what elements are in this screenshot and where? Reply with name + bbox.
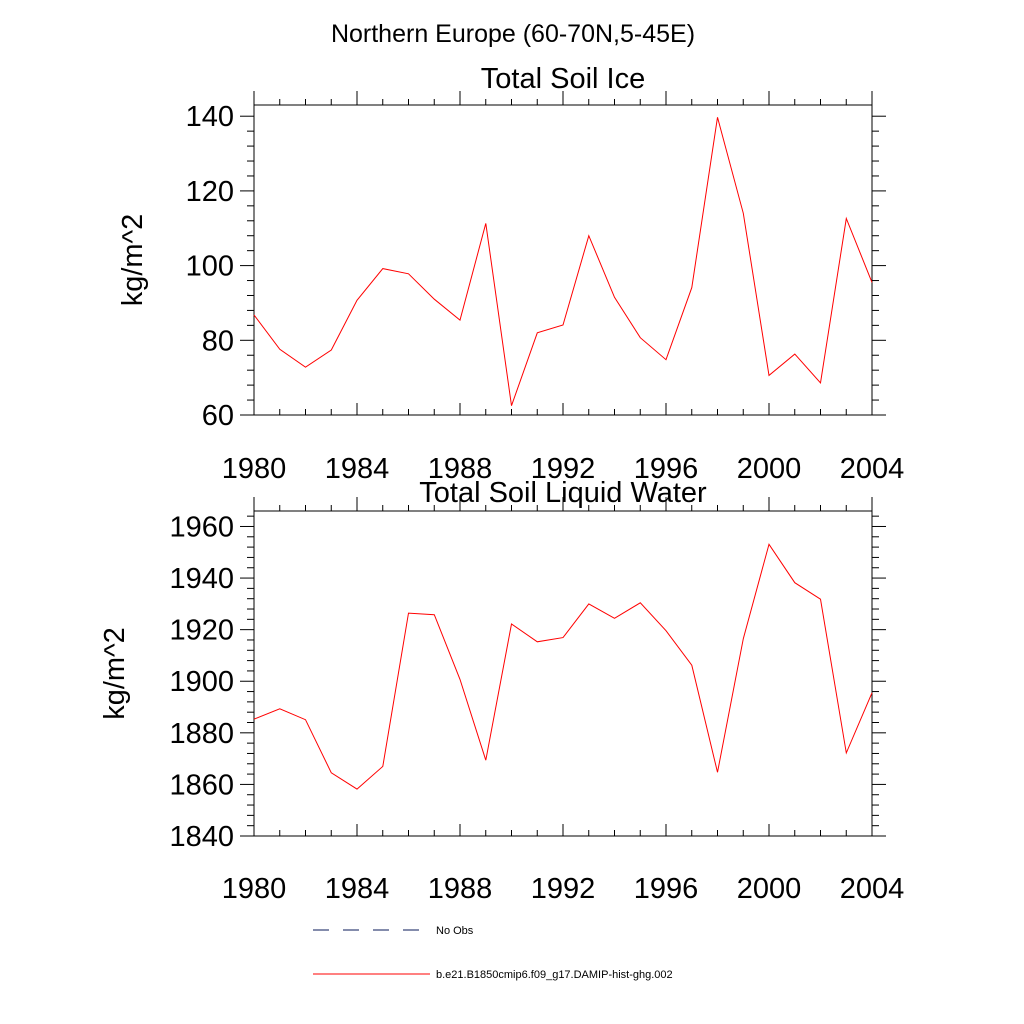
y-tick-label: 1960 xyxy=(169,511,234,543)
figure-title: Northern Europe (60-70N,5-45E) xyxy=(331,20,695,48)
y-tick-label: 1940 xyxy=(169,563,234,595)
plot-frame xyxy=(253,104,873,416)
x-tick-label: 1992 xyxy=(531,873,596,905)
legend: No Obs b.e21.B1850cmip6.f09_g17.DAMIP-his… xyxy=(313,925,673,981)
x-tick-label: 1980 xyxy=(222,453,287,485)
legend-label-1: No Obs xyxy=(436,925,474,937)
x-tick-label: 1992 xyxy=(531,453,596,485)
y-tick-label: 1920 xyxy=(169,615,234,647)
y-tick-label: 1840 xyxy=(169,821,234,853)
x-tick-label: 1996 xyxy=(634,453,699,485)
chart-panel-1: Total Soil Ice kg/m^2 1980 1984 1988 1992 1996… xyxy=(117,63,904,485)
y-axis-label: kg/m^2 xyxy=(99,627,131,720)
y-tick-label: 100 xyxy=(186,251,234,283)
y-tick-label: 60 xyxy=(202,400,234,432)
legend-label-2: b.e21.B1850cmip6.f09_g17.DAMIP-hist-ghg.… xyxy=(436,969,673,981)
x-tick-label: 1984 xyxy=(325,453,390,485)
x-tick-label: 1996 xyxy=(634,873,699,905)
series-line-1 xyxy=(253,543,873,790)
x-tick-label: 2000 xyxy=(737,873,802,905)
y-tick-label: 1880 xyxy=(169,718,234,750)
y-tick-label: 120 xyxy=(186,176,234,208)
y-tick-label: 140 xyxy=(186,101,234,133)
x-tick-label: 2000 xyxy=(737,453,802,485)
y-tick-label: 1860 xyxy=(169,769,234,801)
x-tick-label: 1984 xyxy=(325,873,390,905)
y-tick-label: 80 xyxy=(202,325,234,357)
x-tick-label: 1988 xyxy=(428,873,493,905)
y-axis-label: kg/m^2 xyxy=(117,214,149,307)
x-tick-label: 2004 xyxy=(840,873,905,905)
x-tick-label: 1980 xyxy=(222,873,287,905)
panel-title: Total Soil Ice xyxy=(481,63,645,95)
series-line-1 xyxy=(253,117,873,406)
y-tick-label: 1900 xyxy=(169,666,234,698)
x-tick-label: 1988 xyxy=(428,453,493,485)
x-tick-label: 2004 xyxy=(840,453,905,485)
